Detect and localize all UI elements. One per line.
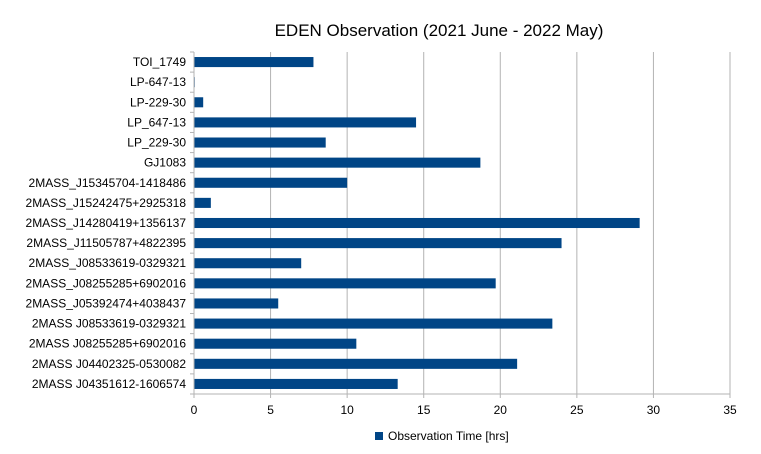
chart-title: EDEN Observation (2021 June - 2022 May) [275, 21, 604, 40]
category-label: 2MASS_J05392474+4038437 [26, 296, 187, 310]
x-tick-label: 5 [267, 403, 274, 417]
x-tick-label: 25 [570, 403, 584, 417]
bar [194, 57, 314, 68]
bar [194, 318, 553, 329]
category-label: 2MASS_J08533619-0329321 [29, 256, 187, 270]
x-tick-label: 30 [647, 403, 661, 417]
legend: Observation Time [hrs] [375, 429, 509, 443]
category-label: LP_647-13 [127, 115, 186, 129]
legend-swatch [375, 432, 383, 440]
category-label: 2MASS J08533619-0329321 [32, 317, 186, 331]
bar [194, 378, 398, 389]
category-label: 2MASS J04402325-0530082 [32, 357, 186, 371]
category-label: 2MASS_J15345704-1418486 [29, 176, 187, 190]
category-label: LP-229-30 [130, 95, 186, 109]
category-label: LP-647-13 [130, 75, 186, 89]
bar [194, 258, 302, 269]
category-label: 2MASS J08255285+6902016 [29, 337, 186, 351]
bars [194, 57, 640, 389]
category-label: 2MASS J04351612-1606574 [32, 377, 186, 391]
bar [194, 97, 204, 108]
category-label: GJ1083 [144, 156, 186, 170]
bar [194, 298, 279, 309]
x-tick-label: 10 [340, 403, 354, 417]
bar [194, 238, 562, 249]
bar [194, 177, 348, 188]
bar [194, 157, 481, 168]
legend-label: Observation Time [hrs] [388, 429, 509, 443]
bar [194, 197, 211, 208]
bar [194, 358, 518, 369]
category-labels: TOI_1749 LP-647-13 LP-229-30 LP_647-13 LP_22… [26, 55, 187, 391]
category-label: 2MASS_J14280419+1356137 [26, 216, 187, 230]
x-tick-label: 15 [417, 403, 431, 417]
axes [190, 51, 731, 398]
x-tick-label: 0 [191, 403, 198, 417]
category-label: TOI_1749 [133, 55, 186, 69]
category-label: 2MASS_J11505787+4822395 [26, 236, 186, 250]
x-tick-label: 20 [494, 403, 508, 417]
category-label: 2MASS_J15242475+2925318 [26, 196, 187, 210]
category-label: 2MASS_J08255285+6902016 [26, 276, 187, 290]
category-label: LP_229-30 [127, 136, 186, 150]
bar [194, 117, 417, 128]
bar [194, 338, 357, 349]
bar [194, 137, 326, 148]
bar [194, 278, 496, 289]
x-tick-label: 35 [723, 403, 737, 417]
bar [194, 217, 640, 229]
x-tick-labels: 0 5 10 15 20 25 30 35 [191, 403, 737, 417]
